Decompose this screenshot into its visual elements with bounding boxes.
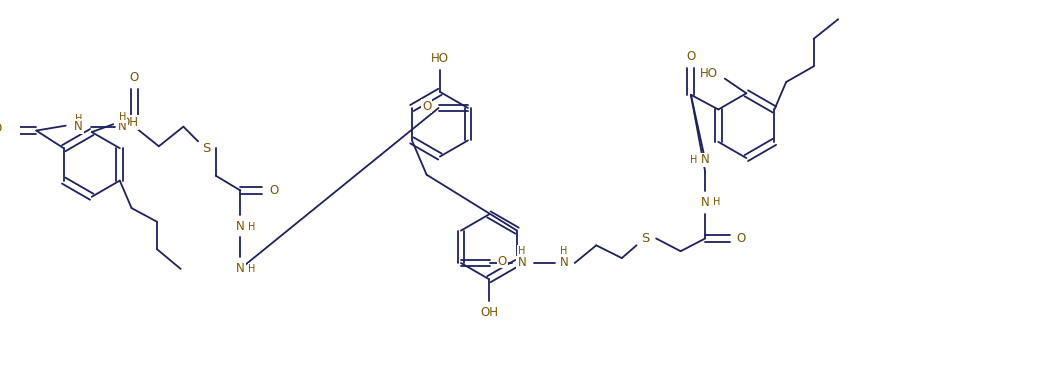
Text: O: O (498, 255, 507, 267)
Text: H: H (518, 246, 525, 256)
Text: H: H (249, 222, 256, 232)
Text: O: O (737, 232, 747, 245)
Text: H: H (713, 197, 720, 207)
Text: H: H (561, 246, 568, 256)
Text: N: N (560, 256, 568, 269)
Text: H: H (75, 114, 82, 124)
Text: N: N (119, 120, 127, 133)
Text: O: O (0, 122, 2, 135)
Text: H: H (119, 112, 126, 122)
Text: N: N (236, 220, 245, 233)
Text: O: O (269, 184, 278, 197)
Text: H: H (249, 264, 256, 274)
Text: OH: OH (480, 306, 498, 319)
Text: O: O (130, 71, 139, 84)
Text: N: N (75, 120, 83, 133)
Text: N: N (236, 262, 245, 275)
Text: N: N (700, 196, 710, 209)
Text: O: O (687, 50, 695, 63)
Text: HO: HO (700, 67, 718, 80)
Text: S: S (202, 142, 210, 155)
Text: HO: HO (430, 52, 449, 65)
Text: H: H (690, 155, 697, 165)
Text: N: N (518, 256, 526, 269)
Text: O: O (422, 99, 432, 112)
Text: S: S (642, 232, 650, 245)
Text: OH: OH (120, 116, 138, 129)
Text: N: N (700, 154, 710, 167)
